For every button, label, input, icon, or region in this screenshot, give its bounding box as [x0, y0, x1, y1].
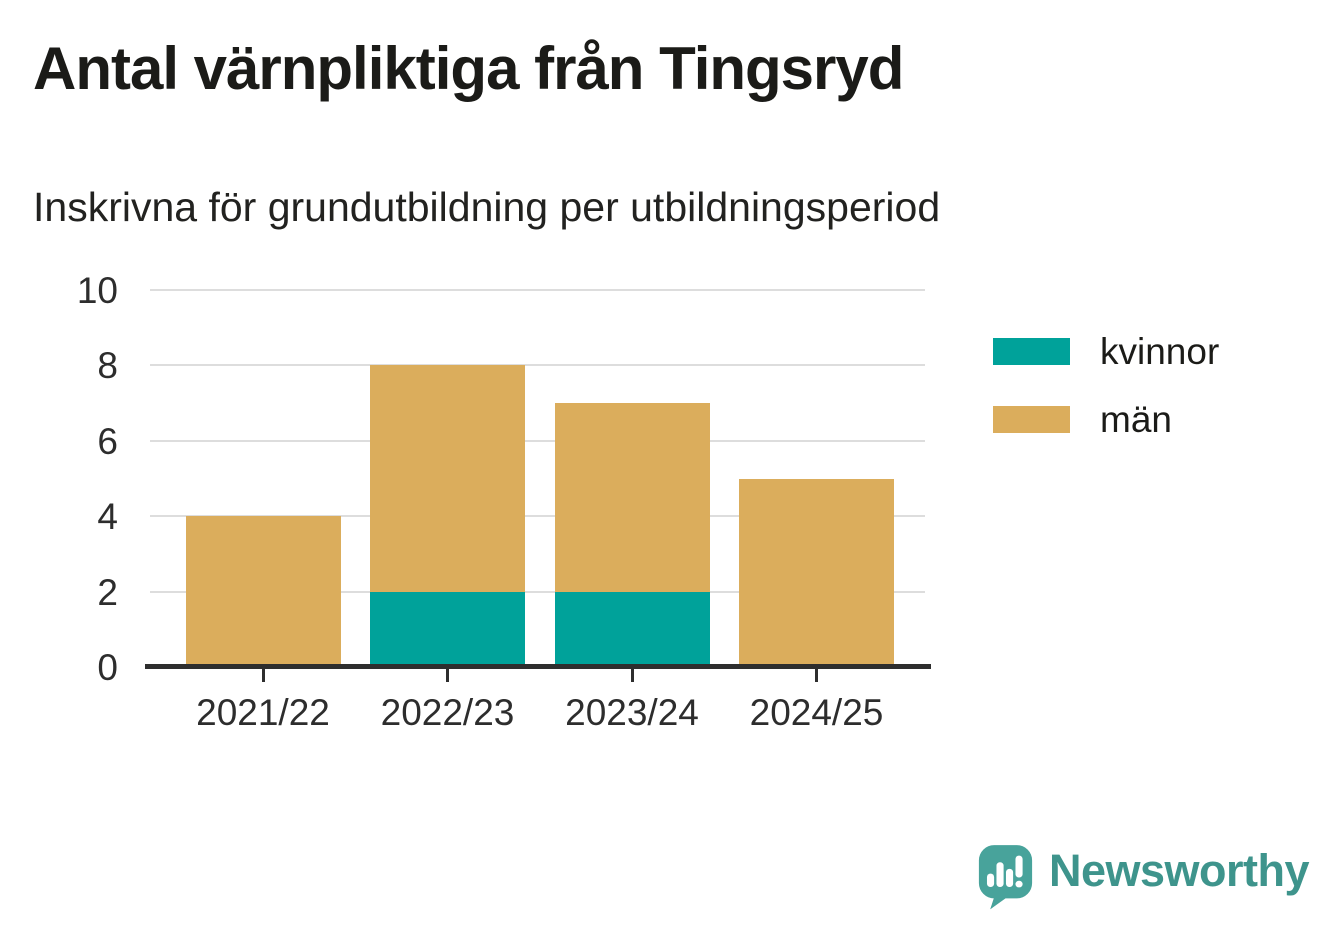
- branding: Newsworthy: [977, 843, 1310, 910]
- legend-label-män: män: [1100, 399, 1172, 440]
- y-tick-label-4: 4: [97, 496, 118, 538]
- gridline-y-2: [150, 590, 925, 593]
- legend-row-kvinnor: kvinnor: [993, 333, 1219, 370]
- x-tick-label-2022-23: 2022/23: [380, 692, 515, 733]
- gridline-y-8: [150, 364, 925, 367]
- gridline-y-10: [150, 289, 925, 291]
- y-tick-label-8: 8: [97, 345, 118, 387]
- plot-area: [150, 289, 925, 667]
- x-tick-2024-25: [815, 669, 818, 682]
- bar-2023-24-män: [554, 403, 710, 592]
- bar-2022-23-män: [370, 365, 525, 592]
- y-tick-label-10: 10: [76, 270, 118, 311]
- chart-title: Antal värnpliktiga från Tingsryd: [33, 35, 904, 102]
- y-tick-label-2: 2: [97, 571, 118, 613]
- y-tick-label-6: 6: [97, 420, 118, 462]
- x-tick-label-2024-25: 2024/25: [749, 692, 884, 733]
- y-tick-label-0: 0: [97, 647, 118, 688]
- x-tick-2023-24: [630, 669, 634, 682]
- x-tick-label-2021-22: 2021/22: [196, 692, 330, 733]
- chart-subtitle: Inskrivna för grundutbildning per utbild…: [33, 184, 941, 230]
- x-tick-2021-22: [261, 669, 265, 682]
- gridline-y-6: [150, 439, 925, 442]
- newsworthy-logo-icon: [978, 845, 1033, 910]
- bar-2023-24-kvinnor: [554, 591, 710, 667]
- legend-swatch-kvinnor: [993, 338, 1070, 365]
- x-tick-label-2023-24: 2023/24: [565, 692, 699, 733]
- gridline-y-4: [150, 515, 925, 518]
- bar-2021-22-män: [185, 516, 341, 667]
- logo-bars-and-exclamation: [986, 855, 1023, 888]
- bar-2024-25-män: [739, 478, 894, 667]
- x-tick-2022-23: [446, 669, 449, 682]
- bar-2022-23-kvinnor: [370, 591, 525, 667]
- legend: kvinnor män: [993, 333, 1219, 469]
- legend-row-män: män: [993, 401, 1219, 438]
- brand-name: Newsworthy: [1049, 844, 1310, 896]
- x-axis-line: [145, 664, 931, 669]
- legend-swatch-män: [993, 406, 1070, 433]
- legend-label-kvinnor: kvinnor: [1100, 331, 1220, 372]
